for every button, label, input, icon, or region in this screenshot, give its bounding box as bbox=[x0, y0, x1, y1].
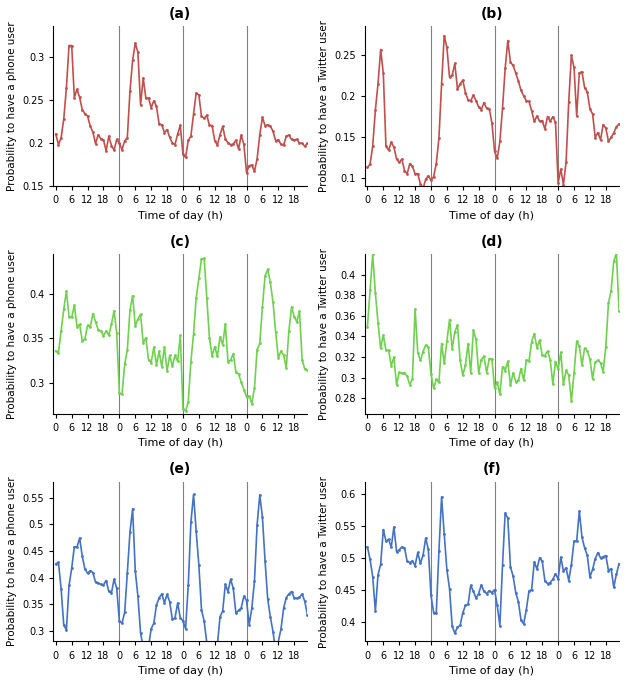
Y-axis label: Probability to have a phone user: Probability to have a phone user bbox=[7, 477, 17, 646]
Title: (a): (a) bbox=[169, 7, 192, 21]
Title: (e): (e) bbox=[169, 462, 192, 476]
X-axis label: Time of day (h): Time of day (h) bbox=[449, 438, 535, 448]
Y-axis label: Probability to have a Twitter user: Probability to have a Twitter user bbox=[319, 248, 329, 420]
Title: (b): (b) bbox=[481, 7, 503, 21]
X-axis label: Time of day (h): Time of day (h) bbox=[138, 666, 223, 676]
Y-axis label: Probability to have a Twitter user: Probability to have a Twitter user bbox=[319, 20, 329, 192]
X-axis label: Time of day (h): Time of day (h) bbox=[138, 211, 223, 221]
X-axis label: Time of day (h): Time of day (h) bbox=[449, 666, 535, 676]
Y-axis label: Probability to have a phone user: Probability to have a phone user bbox=[7, 21, 17, 191]
Title: (f): (f) bbox=[483, 462, 501, 476]
X-axis label: Time of day (h): Time of day (h) bbox=[449, 211, 535, 221]
Y-axis label: Probability to have a Twitter user: Probability to have a Twitter user bbox=[319, 475, 329, 647]
X-axis label: Time of day (h): Time of day (h) bbox=[138, 438, 223, 448]
Y-axis label: Probability to have a phone user: Probability to have a phone user bbox=[7, 249, 17, 419]
Title: (d): (d) bbox=[481, 235, 503, 249]
Title: (c): (c) bbox=[170, 235, 191, 249]
